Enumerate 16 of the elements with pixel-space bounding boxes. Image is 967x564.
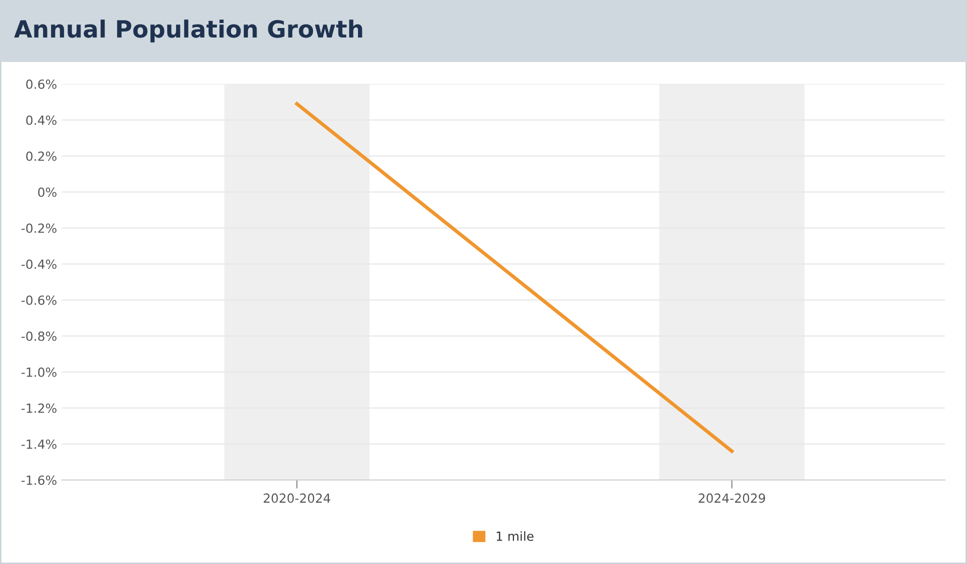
legend-label: 1 mile: [496, 531, 534, 541]
y-tick-label: -1.4%: [21, 439, 56, 449]
y-tick-label: 0.6%: [26, 79, 56, 89]
y-tick-label: 0.2%: [26, 151, 56, 161]
chart-title: Annual Population Growth: [14, 20, 362, 42]
y-tick-label: -1.0%: [21, 367, 56, 377]
y-tick-label: -0.6%: [21, 295, 56, 305]
y-tick-label: -0.4%: [21, 259, 56, 269]
y-tick-label: -0.8%: [21, 331, 56, 341]
y-tick-label: -1.6%: [21, 475, 56, 485]
y-tick-label: 0.4%: [26, 115, 56, 125]
y-tick-label: -1.2%: [21, 403, 56, 413]
y-tick-label: 0%: [38, 187, 56, 197]
y-tick-label: -0.2%: [21, 223, 56, 233]
x-tick-label: 2020-2024: [264, 493, 330, 503]
x-tick-label: 2024-2029: [698, 493, 766, 503]
